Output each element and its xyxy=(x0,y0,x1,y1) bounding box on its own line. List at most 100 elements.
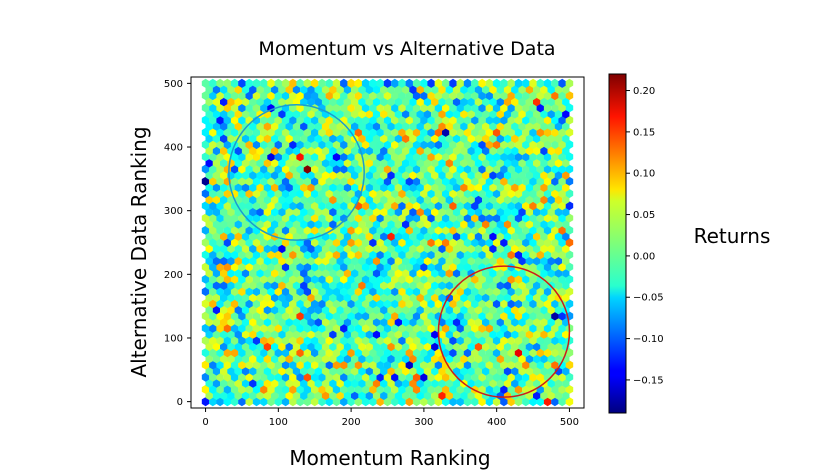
hex-cell xyxy=(500,213,508,223)
hex-cell xyxy=(500,397,508,407)
hex-cell xyxy=(325,103,333,113)
hex-cell xyxy=(281,335,290,345)
hex-cell xyxy=(445,85,454,94)
colorbar-tick-label: −0.15 xyxy=(633,375,664,386)
hex-cell xyxy=(536,360,545,370)
hex-cell xyxy=(452,121,461,131)
hex-cell xyxy=(223,225,232,235)
hex-cell xyxy=(474,329,483,339)
hex-cell xyxy=(314,121,323,131)
hex-cell xyxy=(492,127,501,137)
hex-cell xyxy=(514,274,523,284)
hex-cell xyxy=(431,219,439,229)
hex-cell xyxy=(285,219,293,229)
hex-cell xyxy=(503,121,512,131)
hex-cell xyxy=(398,152,406,162)
hex-cell xyxy=(238,103,246,113)
hex-cell xyxy=(511,317,519,327)
hex-cell xyxy=(467,121,475,131)
hex-cell xyxy=(372,244,381,254)
hex-cell xyxy=(507,140,515,150)
hex-cell xyxy=(412,262,421,272)
hex-cell xyxy=(529,127,537,137)
hex-cell xyxy=(514,225,523,235)
hex-cell xyxy=(358,231,366,241)
hex-cell xyxy=(394,219,403,229)
hex-cell xyxy=(391,103,399,113)
hex-cell xyxy=(307,256,315,266)
hex-cell xyxy=(238,140,246,150)
hex-cell xyxy=(543,140,552,150)
hex-cell xyxy=(463,348,472,358)
hex-cell xyxy=(340,323,348,333)
hex-cell xyxy=(554,182,563,192)
hex-cell xyxy=(445,391,454,400)
hex-cell xyxy=(540,195,548,205)
hex-cell xyxy=(420,164,428,174)
hex-cell xyxy=(325,164,333,174)
hex-cell xyxy=(220,342,228,352)
hex-cell xyxy=(311,274,319,284)
hex-cell xyxy=(423,342,432,352)
hex-cell xyxy=(307,293,315,303)
hex-cell xyxy=(205,342,213,352)
hex-cell xyxy=(358,305,366,315)
hex-cell xyxy=(434,372,443,382)
hex-cell xyxy=(387,109,395,119)
hex-cell xyxy=(329,231,337,241)
hex-cell xyxy=(383,152,392,162)
hex-cell xyxy=(252,91,261,101)
hex-cell xyxy=(438,182,446,192)
hex-cell xyxy=(212,219,221,229)
hex-cell xyxy=(230,127,239,137)
hex-cell xyxy=(442,286,450,296)
hex-cell xyxy=(449,91,457,101)
hex-cell xyxy=(281,360,290,370)
hex-cell xyxy=(507,335,515,345)
hex-cell xyxy=(325,311,333,321)
hex-cell xyxy=(256,366,264,376)
hex-cell xyxy=(303,335,312,345)
hex-cell xyxy=(227,219,235,229)
hex-cell xyxy=(402,170,410,180)
hex-cell xyxy=(372,121,381,131)
hex-cell xyxy=(329,378,337,388)
hex-cell xyxy=(496,305,504,315)
hex-cell xyxy=(216,360,224,370)
hex-cell xyxy=(551,189,559,199)
hex-cell xyxy=(485,335,494,345)
hex-cell xyxy=(365,354,373,364)
hex-cell xyxy=(463,189,472,199)
hex-cell xyxy=(340,348,348,358)
hex-cell xyxy=(307,354,315,364)
hex-cell xyxy=(241,391,250,400)
hex-cell xyxy=(318,384,326,394)
hex-cell xyxy=(478,78,486,88)
hex-cell xyxy=(463,140,472,150)
colorbar-tick-label: 0.10 xyxy=(633,169,655,180)
hex-cell xyxy=(496,366,504,376)
hex-cell xyxy=(267,115,275,125)
hex-cell xyxy=(420,127,428,137)
hex-cell xyxy=(361,127,370,137)
hex-cell xyxy=(209,299,217,309)
hex-cell xyxy=(347,348,355,358)
hex-cell xyxy=(416,268,424,278)
hex-cell xyxy=(336,207,344,217)
hex-cell xyxy=(416,195,424,205)
hex-cell xyxy=(303,372,312,382)
hex-cell xyxy=(241,280,250,290)
hex-cell xyxy=(529,360,537,370)
hex-cell xyxy=(212,170,221,180)
hex-cell xyxy=(402,305,410,315)
hex-cell xyxy=(456,238,464,247)
hex-cell xyxy=(558,103,566,113)
hex-cell xyxy=(351,244,359,254)
hex-cell xyxy=(365,256,373,266)
hex-cell xyxy=(209,323,217,333)
hex-cell xyxy=(201,140,210,150)
hex-cell xyxy=(554,97,563,107)
hex-cell xyxy=(405,250,414,260)
hex-cell xyxy=(227,329,235,339)
